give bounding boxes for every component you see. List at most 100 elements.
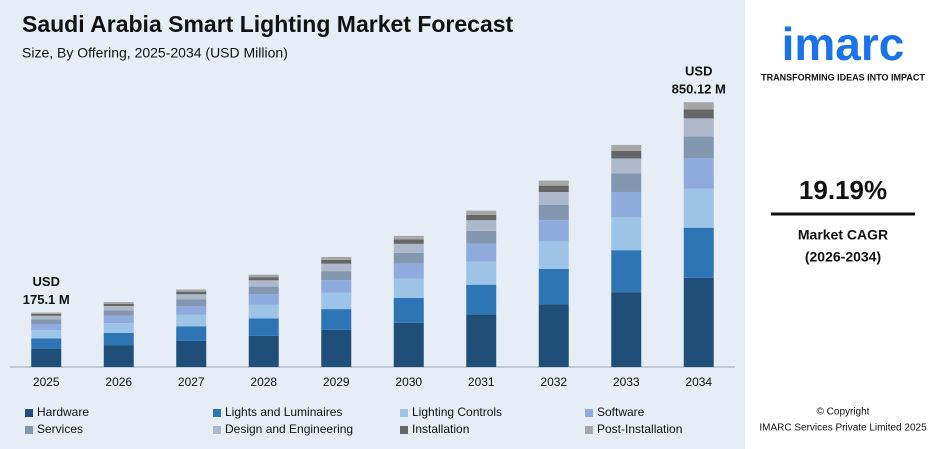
bar-segment bbox=[103, 303, 134, 306]
legend-label: Post-Installation bbox=[597, 422, 682, 436]
legend-swatch bbox=[585, 409, 593, 417]
x-tick-label: 2033 bbox=[613, 375, 640, 389]
x-tick-label: 2030 bbox=[395, 375, 422, 389]
chart-title: Saudi Arabia Smart Lighting Market Forec… bbox=[22, 11, 514, 37]
bar-segment bbox=[683, 118, 714, 137]
legend-label: Software bbox=[597, 405, 645, 419]
bar-segment bbox=[466, 210, 497, 215]
bar-segment bbox=[31, 313, 62, 316]
company: IMARC Services Private Limited 2025 bbox=[759, 423, 927, 434]
legend-label: Hardware bbox=[37, 405, 89, 419]
annotation: USD bbox=[685, 64, 712, 79]
cagr-period: (2026-2034) bbox=[805, 249, 881, 265]
bar-segment bbox=[176, 291, 207, 295]
bar-segment bbox=[393, 252, 424, 264]
bar-segment bbox=[31, 348, 62, 367]
bar-segment bbox=[393, 239, 424, 244]
bar-segment bbox=[31, 324, 62, 331]
legend-swatch bbox=[213, 426, 221, 434]
bar-segment bbox=[466, 220, 497, 231]
bar-segment bbox=[538, 268, 569, 305]
legend-swatch bbox=[400, 426, 408, 434]
bar-segment bbox=[611, 150, 642, 159]
bar-segment bbox=[611, 173, 642, 192]
bar-segment bbox=[248, 318, 279, 336]
bar-segment bbox=[683, 227, 714, 278]
copyright: © Copyright bbox=[817, 407, 870, 418]
legend-label: Design and Engineering bbox=[225, 422, 353, 436]
bar-segment bbox=[466, 243, 497, 262]
bar-segment bbox=[248, 304, 279, 319]
bar-segment bbox=[321, 271, 352, 281]
legend-swatch bbox=[25, 409, 33, 417]
cagr-value: 19.19% bbox=[799, 175, 887, 205]
bar-segment bbox=[683, 102, 714, 110]
legend-swatch bbox=[213, 409, 221, 417]
bar-segment bbox=[176, 340, 207, 367]
bar-segment bbox=[103, 323, 134, 333]
bar-segment bbox=[31, 338, 62, 349]
bar-segment bbox=[321, 329, 352, 367]
x-tick-label: 2026 bbox=[105, 375, 132, 389]
bar-segment bbox=[538, 241, 569, 269]
bar-segment bbox=[683, 136, 714, 159]
bar-segment bbox=[683, 277, 714, 367]
bar-segment bbox=[248, 335, 279, 367]
bar-segment bbox=[248, 294, 279, 305]
annotation: 850.12 M bbox=[672, 82, 726, 97]
bar-segment bbox=[31, 312, 62, 314]
bar-segment bbox=[176, 289, 207, 292]
bar-segment bbox=[176, 294, 207, 300]
bar-segment bbox=[683, 158, 714, 189]
x-tick-label: 2034 bbox=[685, 375, 712, 389]
legend-label: Installation bbox=[412, 422, 469, 436]
bar-segment bbox=[248, 274, 279, 278]
bar-segment bbox=[393, 235, 424, 240]
bar-segment bbox=[103, 302, 134, 304]
legend-label: Lighting Controls bbox=[412, 405, 502, 419]
annotation: USD bbox=[33, 274, 60, 289]
bar-segment bbox=[248, 277, 279, 281]
bar-segment bbox=[611, 250, 642, 293]
bar-segment bbox=[466, 230, 497, 244]
bar-segment bbox=[103, 310, 134, 316]
x-tick-label: 2032 bbox=[540, 375, 567, 389]
bar-segment bbox=[393, 278, 424, 299]
bar-segment bbox=[321, 263, 352, 272]
bar-segment bbox=[393, 322, 424, 367]
bar-segment bbox=[103, 305, 134, 311]
bar-segment bbox=[683, 188, 714, 228]
x-tick-label: 2025 bbox=[33, 375, 60, 389]
bar-segment bbox=[248, 286, 279, 295]
bar-segment bbox=[466, 214, 497, 221]
legend-swatch bbox=[585, 426, 593, 434]
bar-segment bbox=[103, 315, 134, 324]
bar-segment bbox=[466, 284, 497, 315]
bar-segment bbox=[393, 298, 424, 323]
bar-segment bbox=[103, 345, 134, 367]
bar-segment bbox=[611, 191, 642, 218]
bar-segment bbox=[538, 304, 569, 367]
bar-segment bbox=[31, 330, 62, 339]
bar-segment bbox=[321, 309, 352, 330]
bar-segment bbox=[31, 315, 62, 320]
x-tick-label: 2028 bbox=[250, 375, 277, 389]
bar-segment bbox=[611, 217, 642, 251]
bar-segment bbox=[103, 332, 134, 346]
bar-segment bbox=[538, 185, 569, 192]
bar-segment bbox=[321, 256, 352, 260]
bar-segment bbox=[176, 305, 207, 315]
bar-segment bbox=[611, 144, 642, 151]
sidebar-background bbox=[745, 0, 940, 449]
bar-segment bbox=[393, 243, 424, 253]
bar-segment bbox=[466, 314, 497, 367]
bar-segment bbox=[538, 204, 569, 221]
bar-segment bbox=[176, 314, 207, 327]
tagline: TRANSFORMING IDEAS INTO IMPACT bbox=[761, 72, 925, 82]
x-tick-label: 2031 bbox=[468, 375, 495, 389]
legend-label: Lights and Luminaires bbox=[225, 405, 342, 419]
bar-segment bbox=[248, 280, 279, 287]
bar-segment bbox=[466, 261, 497, 285]
cagr-label: Market CAGR bbox=[798, 227, 888, 243]
x-tick-label: 2029 bbox=[323, 375, 350, 389]
